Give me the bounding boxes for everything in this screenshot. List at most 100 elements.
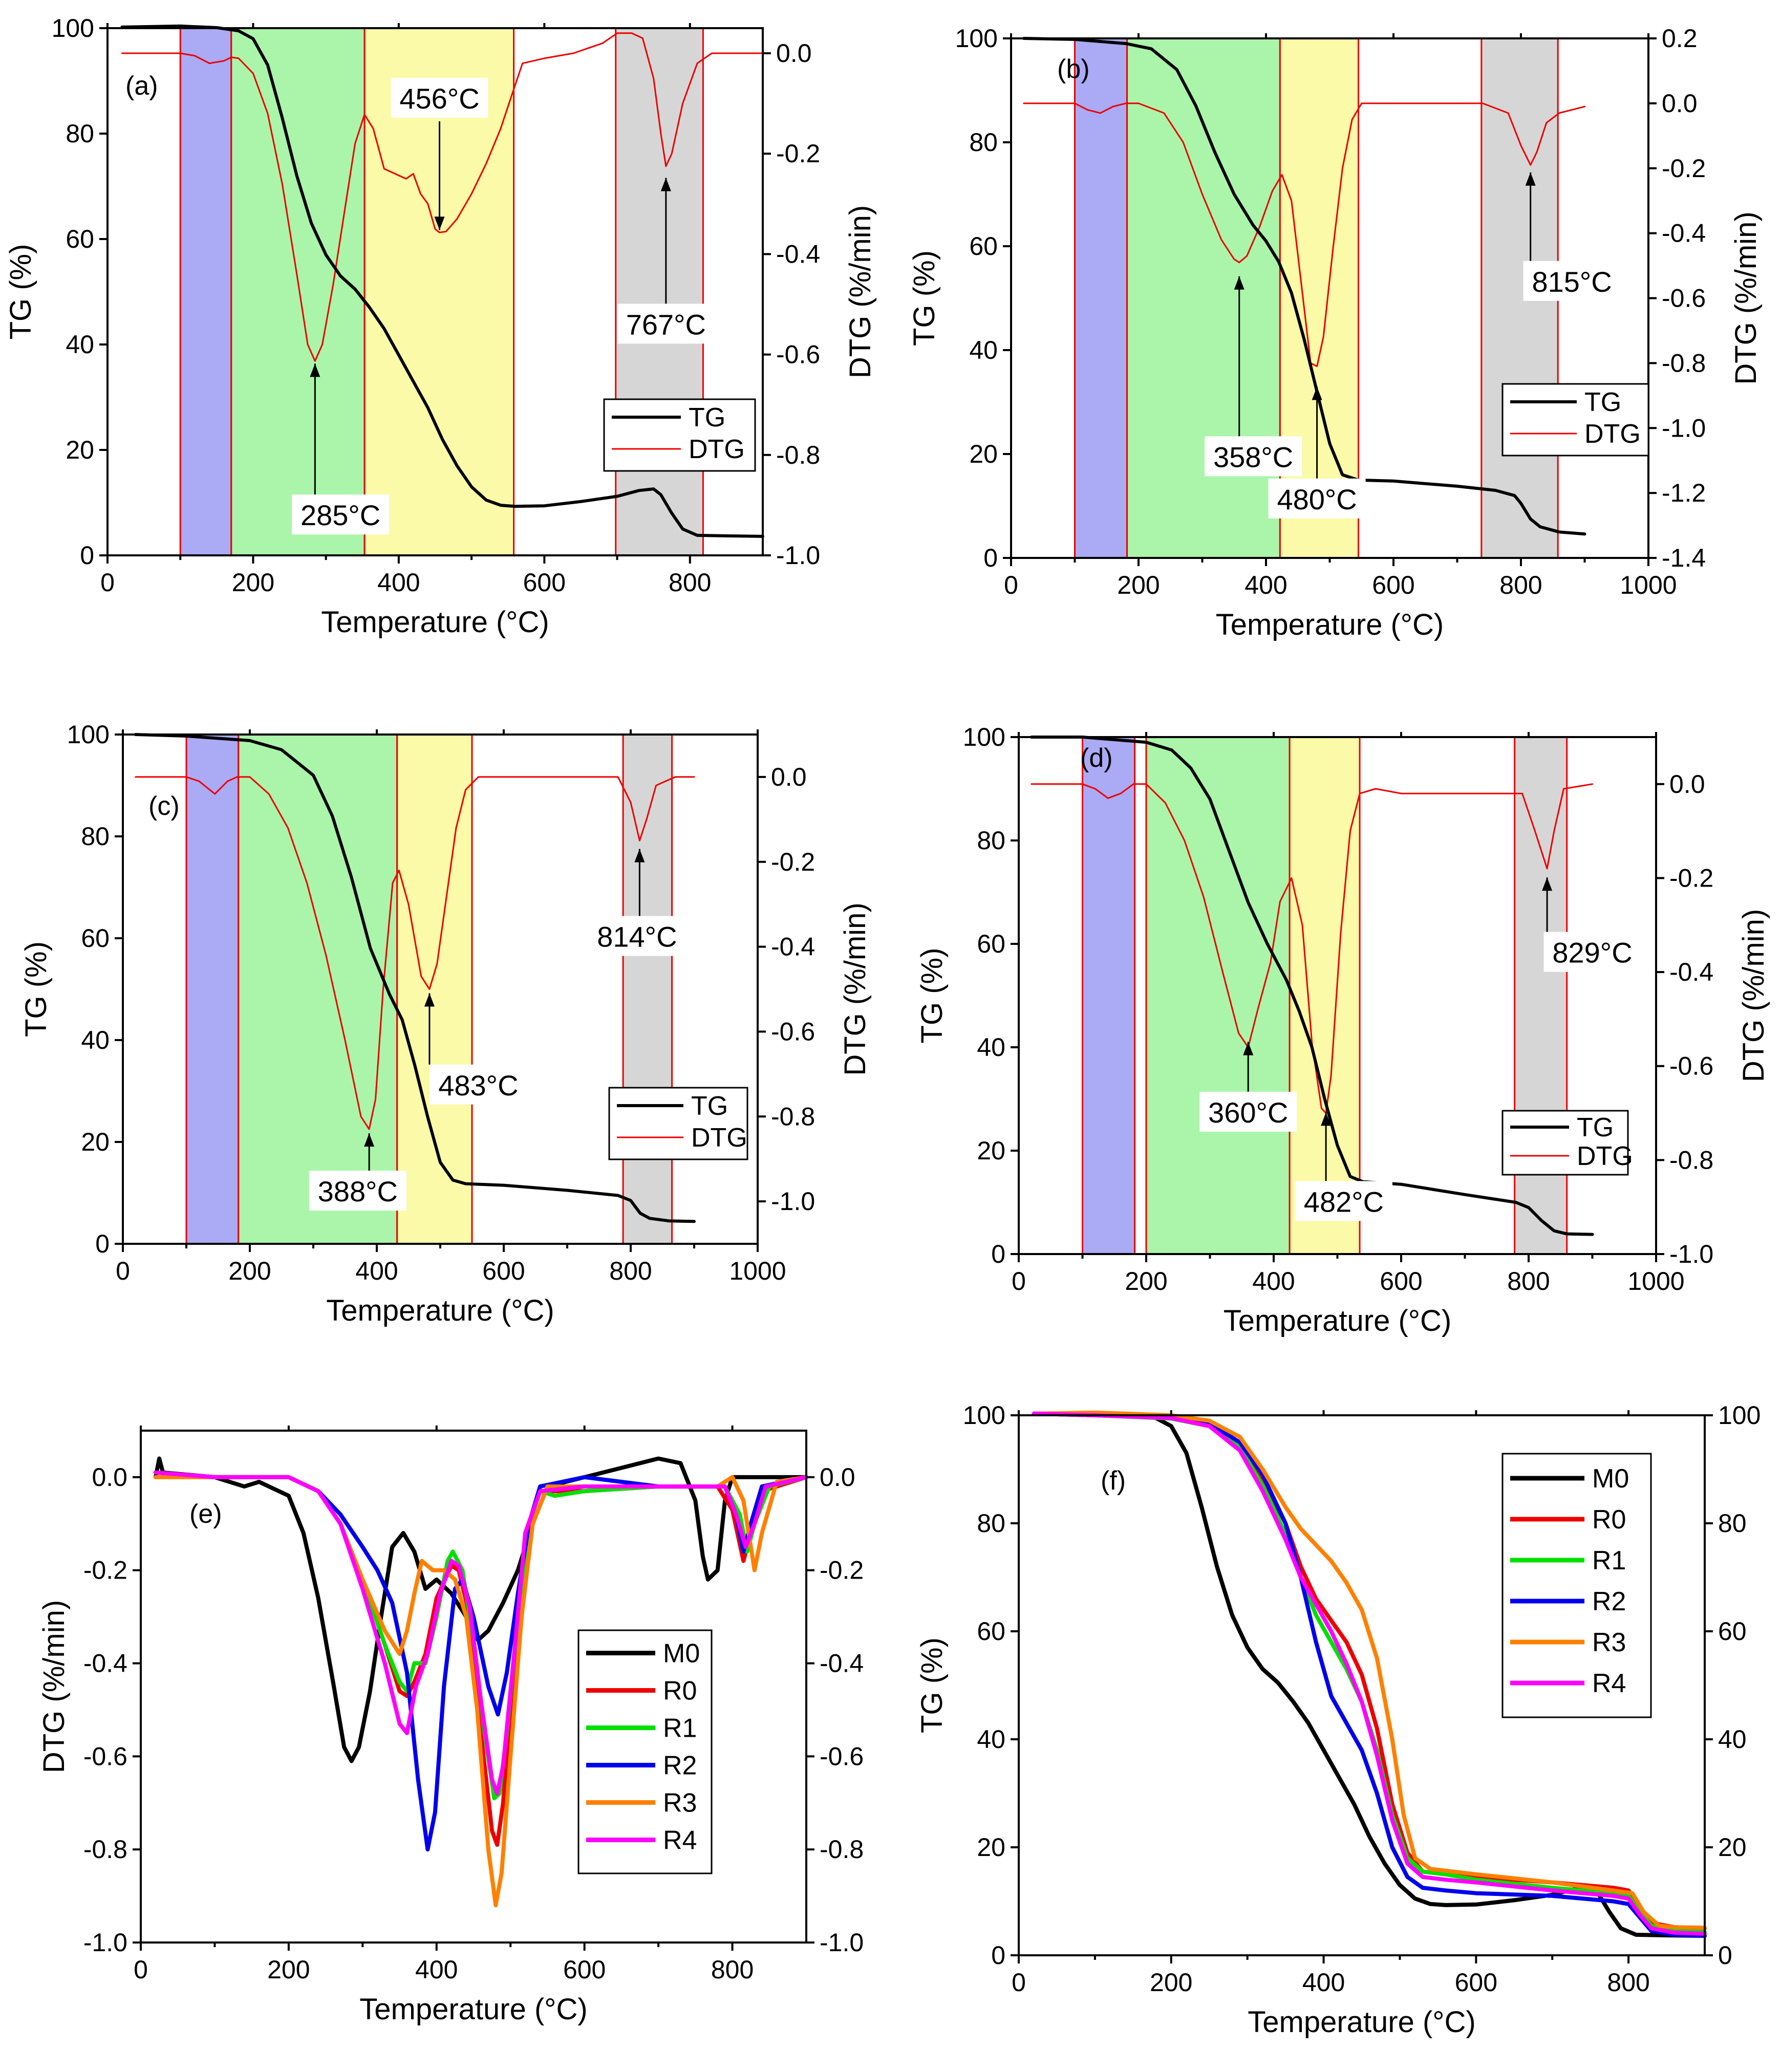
y-tick-label: 20 [977,1136,1005,1165]
y-tick-label: 40 [969,336,998,364]
series-line-r2 [1032,1411,1707,1938]
dtg-line-b [1023,102,1585,368]
x-tick-label: 0 [1004,571,1018,599]
x-axis-label: Temperature (°C) [1248,2005,1475,2039]
y2-tick-label: -0.6 [771,1017,815,1046]
region-c-1 [238,735,397,1244]
annotation-label: 483°C [438,1069,518,1102]
y2-tick-label: -0.8 [1669,1146,1713,1174]
y2-tick-label: 0 [1718,1941,1732,1970]
x-tick-label: 200 [228,1257,271,1285]
x-tick-label: 800 [711,1955,754,1984]
panel-label: (d) [1080,743,1113,773]
x-tick-label: 600 [1380,1267,1422,1296]
y-tick-label: -0.8 [83,1835,127,1864]
annotation-label: 480°C [1277,483,1357,515]
y2-axis-label: DTG (%/min) [1729,211,1763,384]
x-tick-label: 200 [1150,1968,1192,1997]
annotation-label-bg [1199,1091,1297,1132]
y2-tick-label: 0.0 [1662,89,1698,118]
y2-tick-label: 0.0 [771,763,807,791]
panel-label: (a) [125,71,158,101]
y2-tick-label: -0.6 [1669,1052,1713,1081]
y-tick-label: 100 [52,14,94,42]
y2-tick-label: -1.0 [820,1928,864,1957]
y2-tick-label: -0.8 [820,1835,864,1864]
y2-tick-label: -0.4 [776,240,820,268]
y2-tick-label: 40 [1718,1725,1747,1754]
y-tick-label: 40 [977,1725,1005,1754]
annotation-label-bg [617,304,715,344]
x-tick-label: 0 [1012,1267,1026,1296]
x-tick-label: 600 [523,568,566,597]
y2-tick-label: 0.0 [820,1463,855,1492]
x-axis-label: Temperature (°C) [359,1993,587,2026]
y2-tick-label: -0.2 [1662,154,1706,183]
y2-tick-label: -1.0 [1662,414,1706,442]
region-c-2 [397,735,472,1244]
annotation-label: 456°C [399,82,479,115]
y2-tick-label: -0.4 [771,933,815,961]
panel-label: (f) [1101,1466,1126,1496]
x-tick-label: 1000 [1627,1267,1684,1296]
y2-tick-label: -0.4 [1669,958,1713,986]
y-tick-label: -0.6 [83,1742,127,1771]
series-line-r3 [1032,1410,1707,1930]
legend-label-tg: TG [689,403,725,433]
legend-box [577,1629,713,1874]
x-tick-label: 600 [563,1955,606,1984]
legend-label-tg: TG [691,1091,728,1121]
annotation-label-bg [588,916,686,956]
x-tick-label: 600 [482,1257,525,1285]
legend-label-r0: R0 [663,1676,697,1706]
legend-label-tg: TG [1584,387,1621,417]
annotation-arrowhead [1234,276,1244,290]
y-tick-label: 0 [80,541,94,570]
annotation-label-bg [430,1064,527,1105]
plot-frame [106,27,764,556]
legend-box [608,1087,748,1160]
region-d-1 [1146,737,1290,1254]
y2-tick-label: -0.6 [776,340,820,369]
y-tick-label: 0 [991,1941,1005,1970]
region-d-0 [1082,737,1135,1254]
annotation-arrowhead [434,217,445,230]
x-tick-label: 200 [267,1955,310,1984]
panel-label: (c) [148,791,180,821]
legend-box [603,398,756,472]
y-tick-label: 80 [969,128,998,157]
legend-label-r0: R0 [1592,1505,1626,1535]
legend-box [1501,1110,1629,1176]
y2-tick-label: -0.2 [771,848,815,876]
panel-c: 0 200 400 600 800 1000 0 20 40 60 80 100 -1.0 -0.8 -0.… [19,720,872,1327]
x-tick-label: 400 [1244,571,1287,599]
y-tick-label: 40 [977,1033,1005,1062]
y2-tick-label: 20 [1718,1833,1747,1862]
x-tick-label: 800 [1607,1968,1649,1997]
y-tick-label: 60 [969,232,998,261]
y-tick-label: 80 [977,826,1005,855]
x-tick-label: 400 [355,1257,398,1285]
legend-label-r4: R4 [663,1826,697,1855]
x-tick-label: 600 [1455,1968,1497,1997]
y2-axis-label: DTG (%/min) [839,902,872,1075]
dtg-line-d [1031,783,1593,1114]
plot-frame [1018,1414,1706,1956]
x-tick-label: 0 [134,1955,148,1984]
y2-tick-label: -0.2 [820,1556,864,1585]
y-axis-label: TG (%) [908,250,941,346]
annotation-label: 767°C [626,308,706,340]
dtg-line-a [121,32,764,362]
x-tick-label: 800 [609,1257,652,1285]
y2-tick-label: -0.8 [776,441,820,469]
region-b-0 [1075,38,1127,558]
annotation-label-bg [292,494,390,535]
y-tick-label: -0.2 [83,1556,127,1585]
x-axis-label: Temperature (°C) [1216,608,1444,641]
y-tick-label: 80 [977,1509,1005,1538]
region-a-1 [231,28,365,555]
annotation-label-bg [1543,932,1641,972]
x-tick-label: 200 [232,568,274,597]
y-tick-label: 100 [963,723,1005,751]
